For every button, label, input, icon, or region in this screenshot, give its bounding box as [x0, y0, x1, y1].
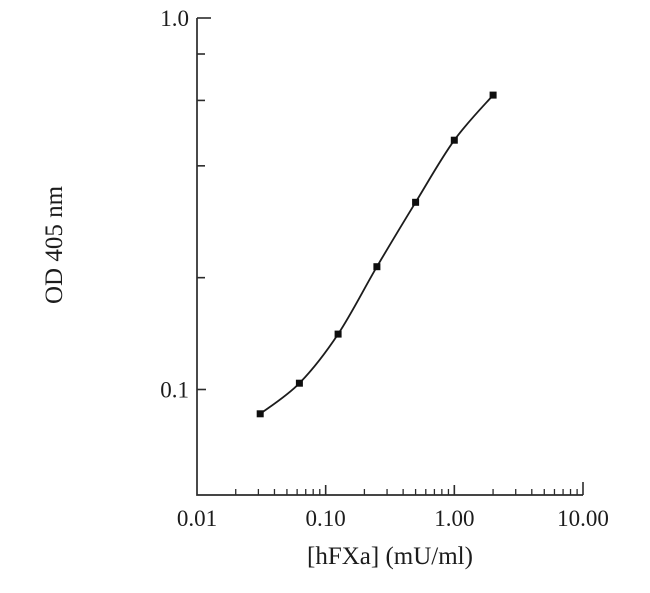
- data-point-marker: [256, 410, 264, 418]
- x-tick-label: 0.01: [177, 506, 217, 531]
- axes: [196, 18, 583, 496]
- data-point-marker: [450, 136, 458, 144]
- data-point-marker: [295, 379, 303, 387]
- data-point-marker: [412, 198, 420, 206]
- y-tick-label: 0.1: [160, 377, 189, 402]
- y-axis-title: OD 405 nm: [41, 185, 68, 304]
- x-tick-label: 10.00: [557, 506, 609, 531]
- data-point-marker: [334, 330, 342, 338]
- series-curve: [259, 94, 494, 415]
- x-tick-label: 1.00: [434, 506, 474, 531]
- data-point-marker: [373, 263, 381, 271]
- x-axis-title: [hFXa] (mU/ml): [307, 543, 473, 570]
- y-tick-label: 1.0: [160, 6, 189, 31]
- data-point-marker: [489, 91, 497, 99]
- chart-plot-area: 1.0 0.1 0.01 0.10 1.00 10.00: [160, 6, 609, 531]
- x-tick-label: 0.10: [306, 506, 346, 531]
